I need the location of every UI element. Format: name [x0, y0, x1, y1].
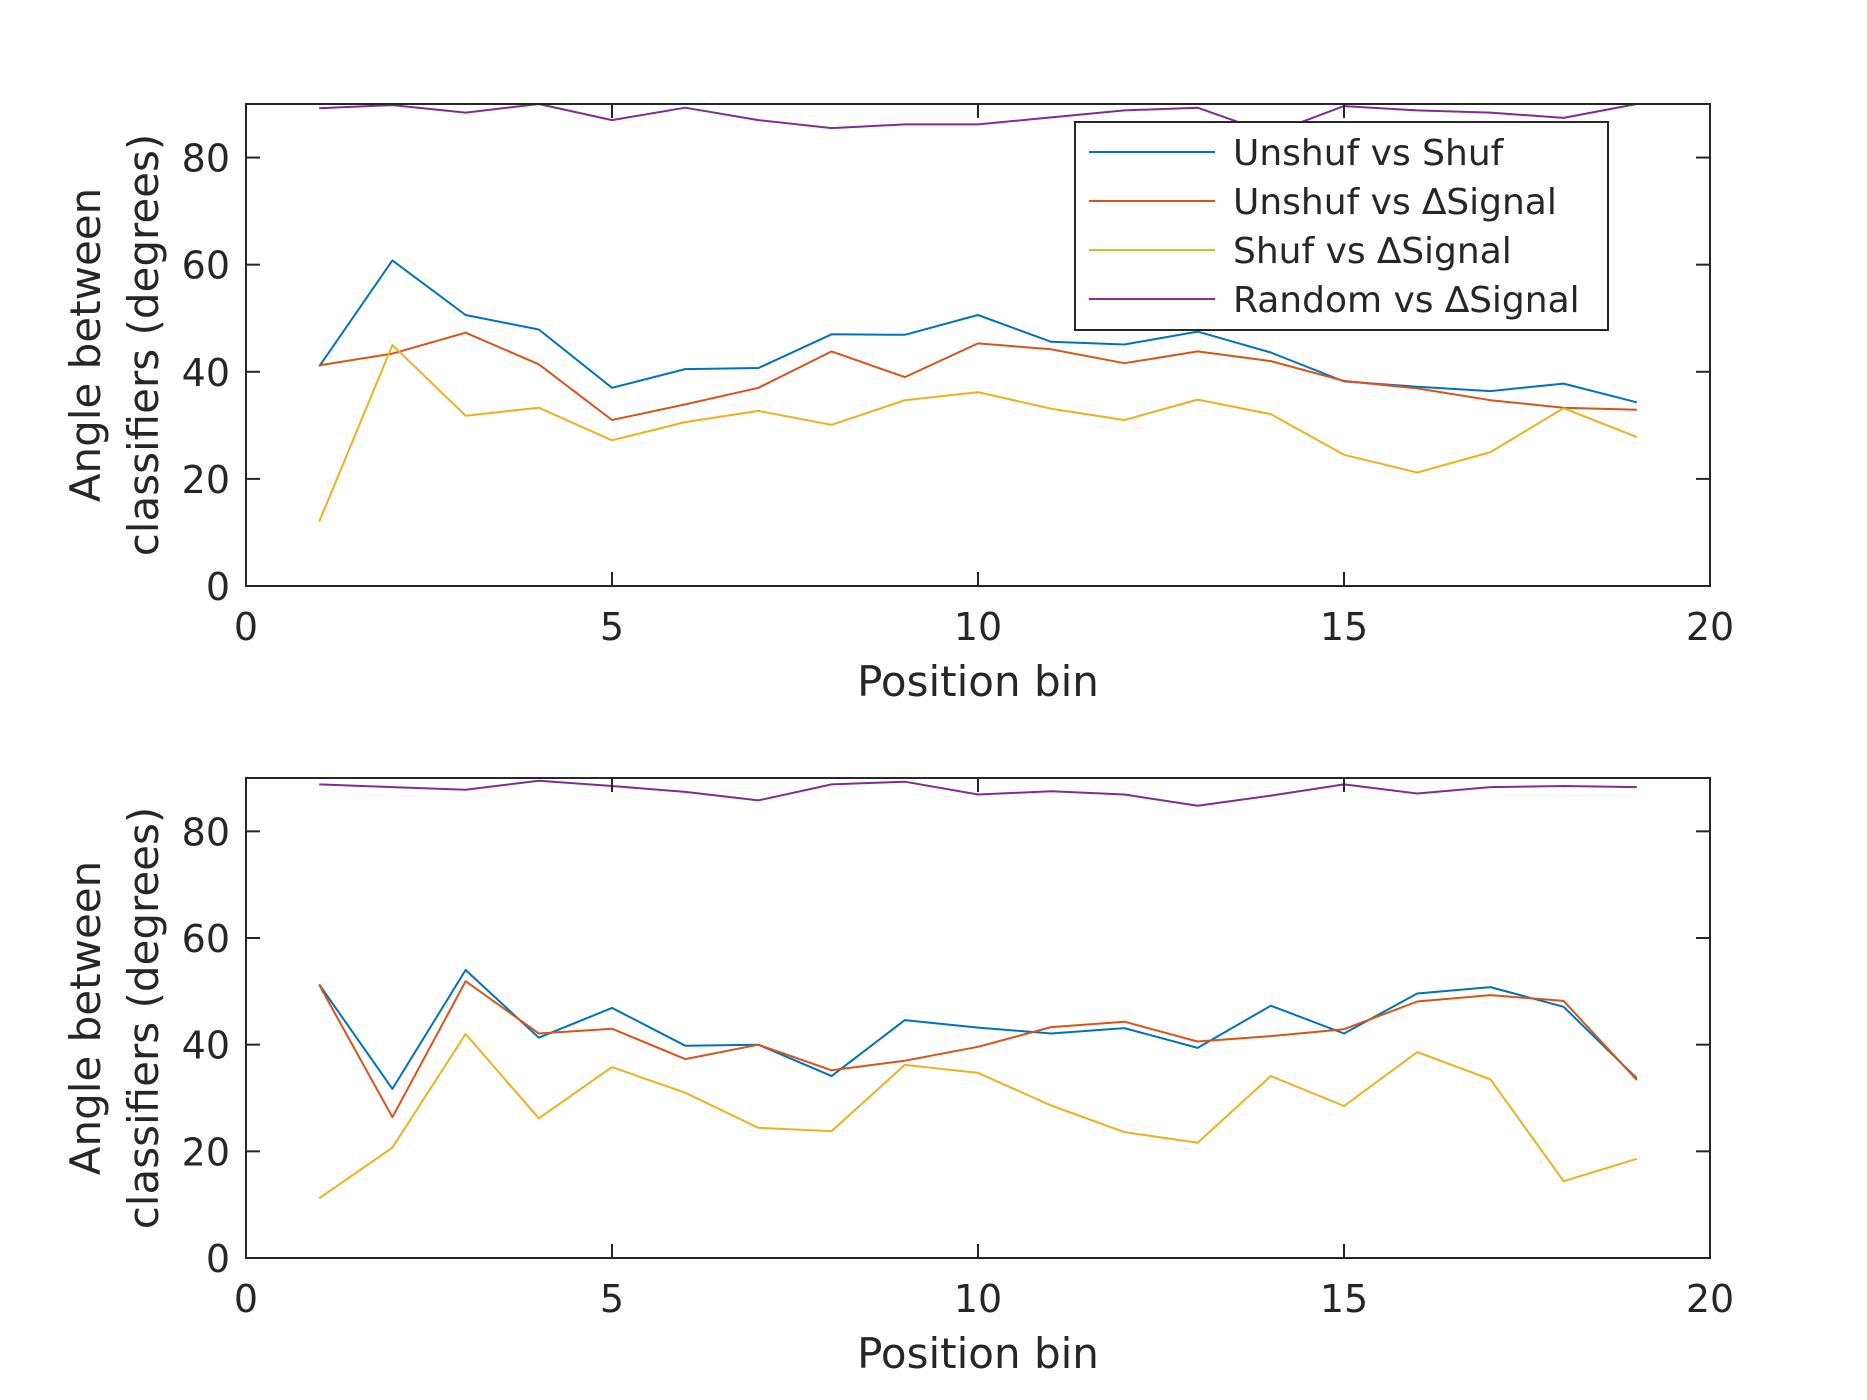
x-tick-label: 15	[1320, 605, 1368, 649]
x-tick-label: 5	[600, 1277, 624, 1321]
y-tick-label: 0	[206, 565, 230, 609]
series-random-vs-dsignal-line	[319, 779, 1637, 807]
series-shuf-vs-dsignal-line	[318, 1033, 1638, 1200]
y-tick-label: 0	[206, 1237, 230, 1281]
x-tick-label: 10	[954, 1277, 1002, 1321]
x-tick-label: 10	[954, 605, 1002, 649]
y-tick-label: 20	[182, 458, 230, 502]
x-axis-title: Position bin	[857, 1329, 1099, 1378]
x-tick-label: 0	[234, 605, 258, 649]
x-tick-label: 5	[600, 605, 624, 649]
y-axis-title-line: Angle between	[61, 861, 110, 1176]
x-tick-label: 20	[1686, 605, 1734, 649]
y-tick-label: 40	[182, 351, 230, 395]
y-tick-label: 40	[182, 1024, 230, 1068]
y-tick-label: 60	[182, 244, 230, 288]
series-unshuf-vs-dsignal-line	[318, 980, 1638, 1119]
x-axis-title: Position bin	[857, 657, 1099, 706]
series-unshuf-vs-shuf-line	[318, 969, 1638, 1090]
legend: Unshuf vs Shuf Unshuf vs ∆Signal Shuf vs ∆…	[1074, 121, 1609, 331]
y-tick-label: 60	[182, 917, 230, 961]
y-axis-title-line: Angle between	[61, 188, 110, 503]
upper-panel: 0 5 10 15 20 0 20 40 60 80 Position bin Angle betwe…	[61, 103, 1734, 706]
series-shuf-vs-dsignal-line	[318, 344, 1638, 523]
y-tick-label: 80	[182, 810, 230, 854]
lower-panel: 0 5 10 15 20 0 20 40 60 80 Position bin Angle betwe…	[61, 777, 1734, 1378]
x-tick-label: 20	[1686, 1277, 1734, 1321]
series-unshuf-vs-dsignal-line	[319, 331, 1637, 421]
series-random-vs-dsignal-legend-label: Random vs ∆Signal	[1233, 280, 1580, 321]
y-tick-label: 80	[182, 137, 230, 181]
y-axis-title-line: classifiers (degrees)	[119, 807, 168, 1230]
y-tick-label: 20	[182, 1130, 230, 1174]
series-unshuf-vs-shuf-legend-label: Unshuf vs Shuf	[1233, 133, 1505, 174]
axes-box	[245, 777, 1711, 1259]
y-axis-title-line: classifiers (degrees)	[119, 134, 168, 557]
x-tick-label: 0	[234, 1277, 258, 1321]
series-unshuf-vs-dsignal-legend-label: Unshuf vs ∆Signal	[1233, 182, 1557, 223]
series-shuf-vs-dsignal-legend-label: Shuf vs ∆Signal	[1233, 231, 1512, 272]
legend-box	[1074, 121, 1609, 331]
x-tick-label: 15	[1320, 1277, 1368, 1321]
series-unshuf-vs-shuf-line	[318, 259, 1638, 404]
